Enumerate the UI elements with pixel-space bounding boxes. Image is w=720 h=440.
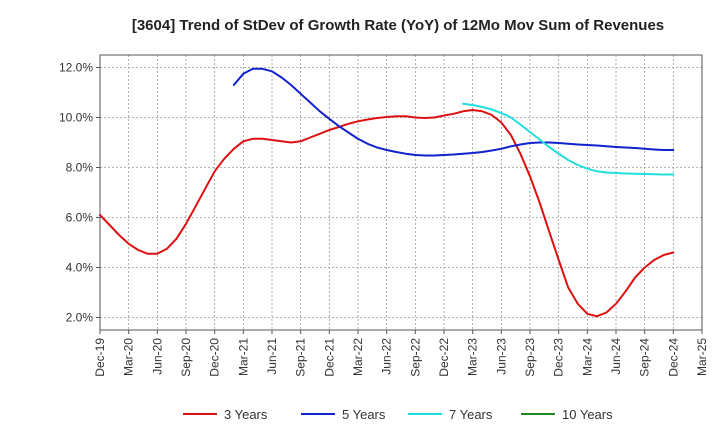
- x-tick-label: Jun-24: [609, 338, 623, 375]
- legend: 3 Years 5 Years 7 Years 10 Years: [183, 407, 613, 422]
- legend-label-5-years: 5 Years: [342, 407, 386, 422]
- legend-label-3-years: 3 Years: [224, 407, 268, 422]
- series-line-7-years: [462, 102, 675, 176]
- x-tick-label: Mar-21: [236, 338, 250, 376]
- y-tick-label: 10.0%: [59, 111, 93, 125]
- series-line-3-years: [99, 109, 675, 318]
- x-tick-label: Sep-20: [179, 338, 193, 377]
- x-tick-label: Jun-20: [150, 338, 164, 375]
- x-tick-label: Mar-24: [580, 338, 594, 376]
- grid: [99, 55, 703, 330]
- y-axis: 2.0% 4.0% 6.0% 8.0% 10.0% 12.0%: [59, 61, 100, 325]
- x-tick-label: Jun-22: [380, 338, 394, 375]
- legend-label-7-years: 7 Years: [449, 407, 493, 422]
- x-tick-label: Dec-22: [437, 338, 451, 377]
- x-tick-label: Sep-22: [408, 338, 422, 377]
- x-tick-label: Dec-21: [322, 338, 336, 377]
- series-line-5-years: [232, 67, 675, 157]
- plot-area-frame: [99, 54, 703, 331]
- x-tick-label: Dec-20: [208, 338, 222, 377]
- x-tick-label: Sep-23: [523, 338, 537, 377]
- y-tick-label: 12.0%: [59, 61, 93, 75]
- x-tick-label: Jun-21: [265, 338, 279, 375]
- x-tick-label: Dec-24: [666, 338, 680, 377]
- x-axis: Dec-19 Mar-20 Jun-20 Sep-20 Dec-20 Mar-21 Jun-…: [93, 330, 709, 377]
- x-tick-label: Mar-23: [466, 338, 480, 376]
- x-tick-label: Sep-21: [294, 338, 308, 377]
- series-layer: [99, 67, 675, 318]
- x-tick-label: Sep-24: [638, 338, 652, 377]
- x-tick-label: Mar-25: [695, 338, 709, 376]
- y-tick-label: 8.0%: [66, 161, 94, 175]
- legend-label-10-years: 10 Years: [562, 407, 613, 422]
- x-tick-label: Mar-20: [122, 338, 136, 376]
- x-tick-label: Dec-23: [552, 338, 566, 377]
- chart-title: [3604] Trend of StDev of Growth Rate (Yo…: [132, 17, 664, 34]
- y-tick-label: 6.0%: [66, 211, 94, 225]
- x-tick-label: Mar-22: [351, 338, 365, 376]
- x-tick-label: Jun-23: [494, 338, 508, 375]
- y-tick-label: 4.0%: [66, 261, 94, 275]
- x-tick-label: Dec-19: [93, 338, 107, 377]
- y-tick-label: 2.0%: [66, 311, 94, 325]
